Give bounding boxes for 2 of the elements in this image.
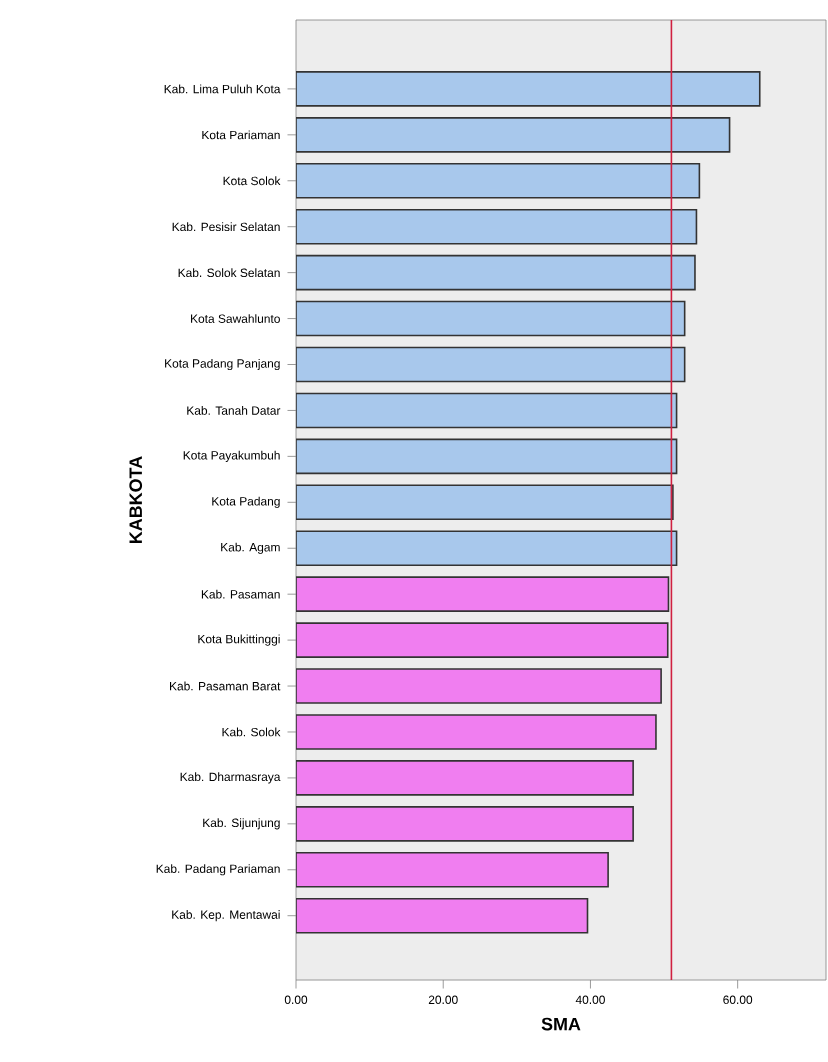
x-axis-title: SMA (541, 1017, 581, 1031)
y-axis-title: KABKOTA (129, 456, 143, 543)
